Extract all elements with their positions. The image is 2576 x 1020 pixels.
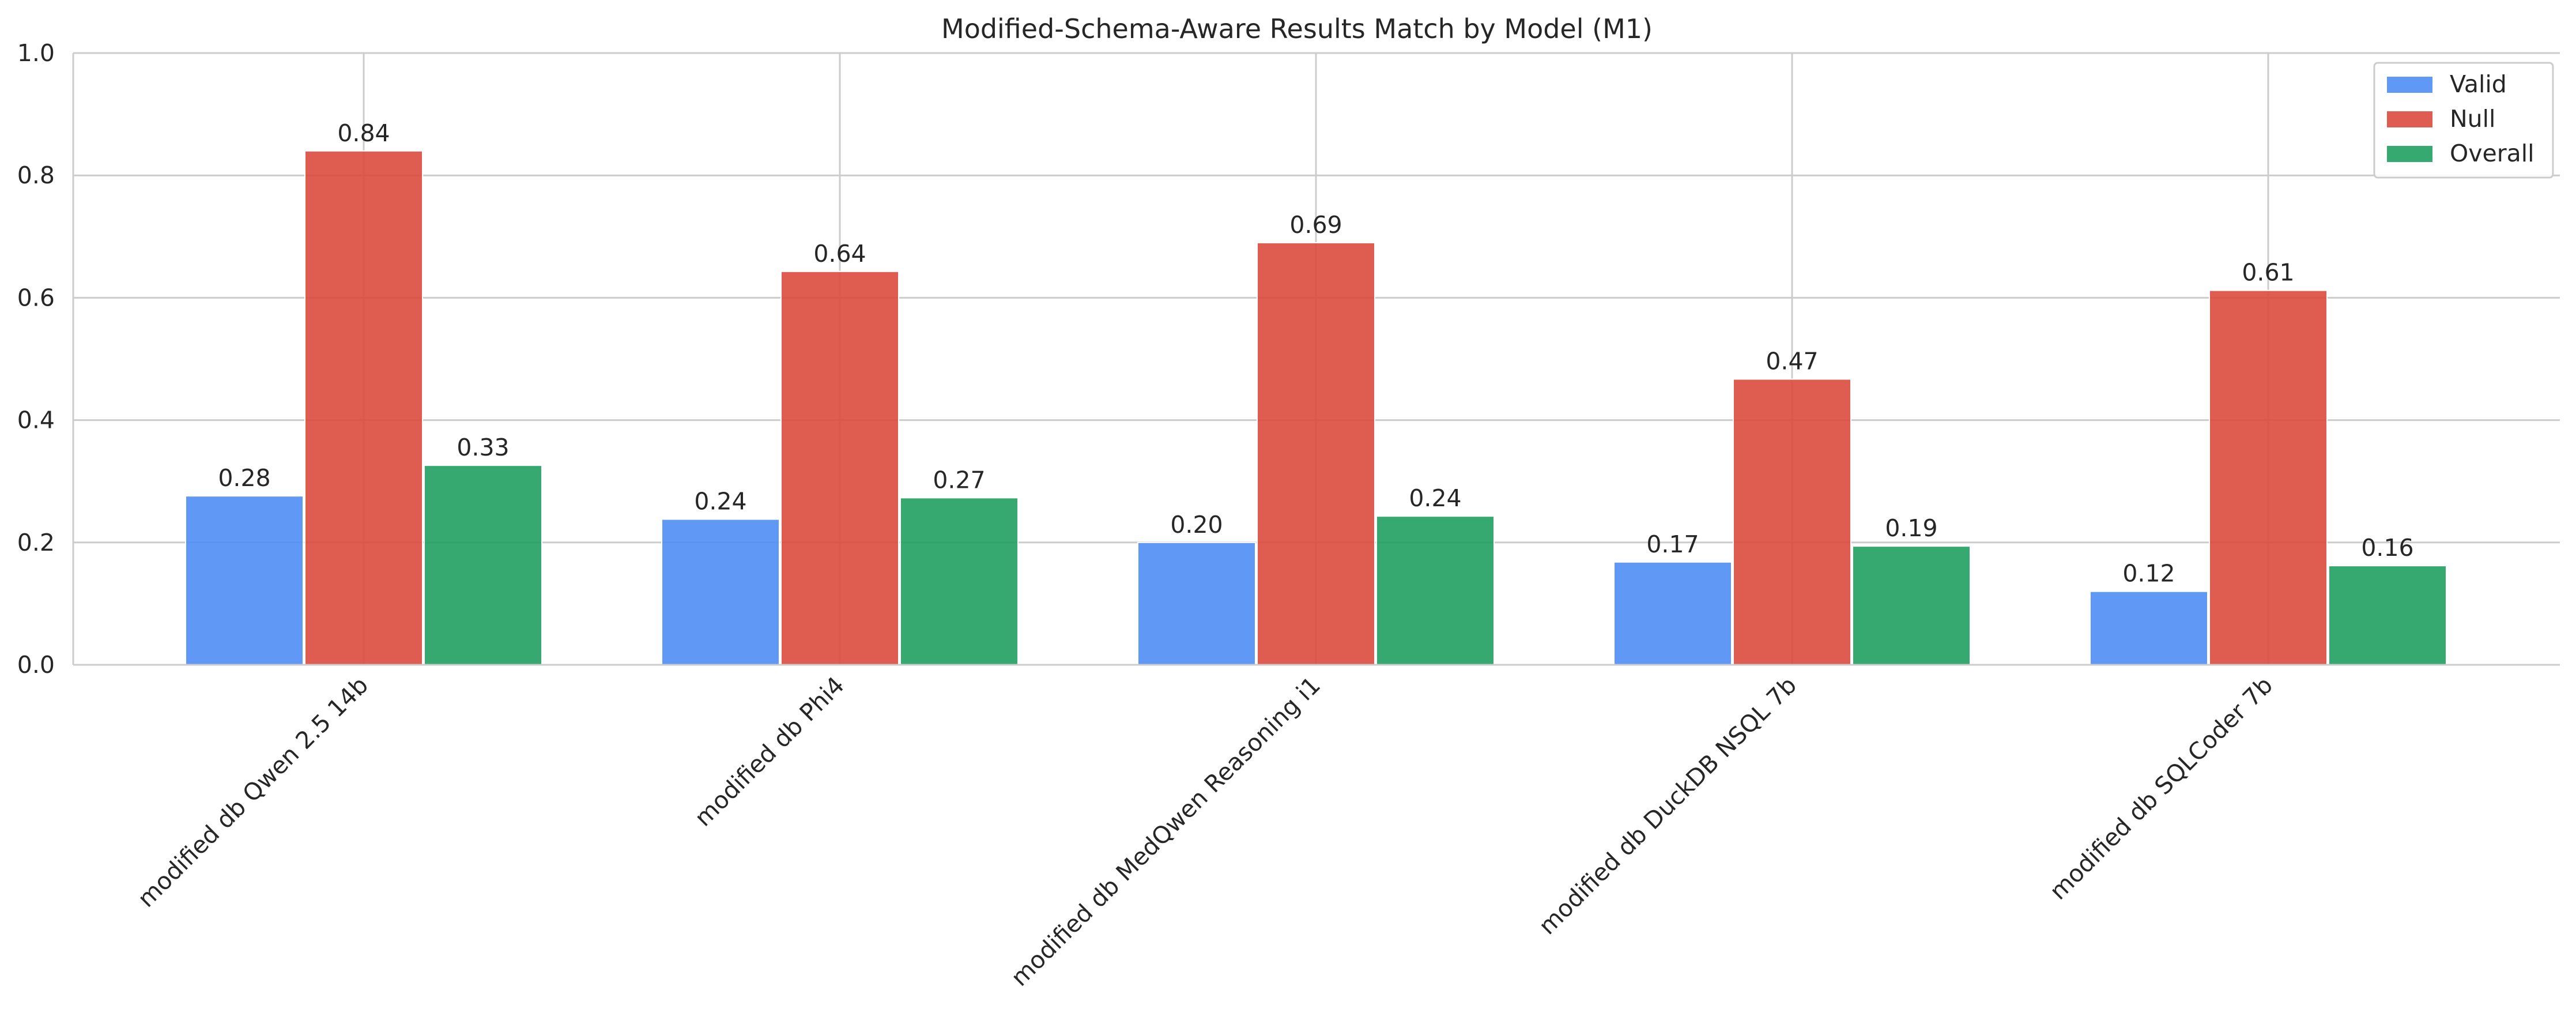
value-label: 0.16	[2361, 534, 2413, 562]
x-tick-label: modified db MedQwen Reasoning i1	[1006, 671, 1326, 992]
bar-null	[2209, 289, 2328, 665]
value-label: 0.33	[457, 434, 509, 461]
bar-null	[304, 150, 423, 665]
value-labels: 0.28 0.24 0.20 0.17 0.12 0.84 0.64 0.69 0.47 0.61…	[218, 119, 2413, 588]
bar-null	[1733, 378, 1851, 665]
value-label: 0.17	[1646, 530, 1699, 558]
legend-swatch-overall	[2387, 146, 2432, 162]
legend-label: Overall	[2450, 140, 2534, 167]
bar-null	[1257, 242, 1375, 666]
value-label: 0.84	[337, 119, 390, 147]
bar-overall	[1852, 545, 1971, 666]
y-tick-label: 0.4	[17, 407, 55, 434]
legend-label: Null	[2450, 105, 2495, 133]
bar-valid	[1137, 541, 1256, 665]
y-tick-label: 0.0	[17, 651, 55, 679]
y-tick-label: 0.6	[17, 284, 55, 311]
x-tick-label: modified db Phi4	[689, 671, 850, 831]
bar-valid	[2090, 590, 2208, 666]
x-tick-label: modified db Qwen 2.5 14b	[132, 671, 374, 913]
x-tick-label: modified db SQLCoder 7b	[2044, 671, 2278, 905]
value-label: 0.28	[218, 464, 270, 492]
chart-title: Modified-Schema-Aware Results Match by M…	[941, 13, 1653, 44]
value-label: 0.12	[2122, 560, 2175, 588]
value-label: 0.47	[1766, 348, 1818, 375]
bar-valid	[1613, 561, 1732, 666]
value-label: 0.24	[694, 487, 746, 515]
legend-swatch-null	[2387, 111, 2432, 127]
legend: Valid Null Overall	[2373, 62, 2554, 179]
legend-swatch-valid	[2387, 77, 2432, 93]
bar-valid	[185, 495, 304, 665]
bar-valid	[661, 518, 780, 665]
x-tick-label: modified db DuckDB NSQL 7b	[1533, 671, 1802, 940]
value-label: 0.20	[1170, 511, 1223, 539]
value-label: 0.69	[1289, 211, 1342, 239]
bar-overall	[900, 497, 1019, 665]
bars	[185, 150, 2447, 666]
y-tick-label: 1.0	[17, 39, 55, 67]
bar-overall	[1376, 515, 1495, 665]
y-tick-label: 0.2	[17, 529, 55, 556]
bar-overall	[2328, 565, 2447, 665]
bar-null	[780, 270, 899, 666]
legend-label: Valid	[2450, 70, 2507, 98]
value-label: 0.19	[1885, 514, 1937, 542]
bar-overall	[424, 465, 542, 665]
value-label: 0.61	[2242, 259, 2294, 287]
value-label: 0.24	[1409, 484, 1461, 512]
value-label: 0.27	[933, 466, 985, 494]
y-tick-label: 0.8	[17, 161, 55, 189]
value-label: 0.64	[813, 240, 866, 268]
